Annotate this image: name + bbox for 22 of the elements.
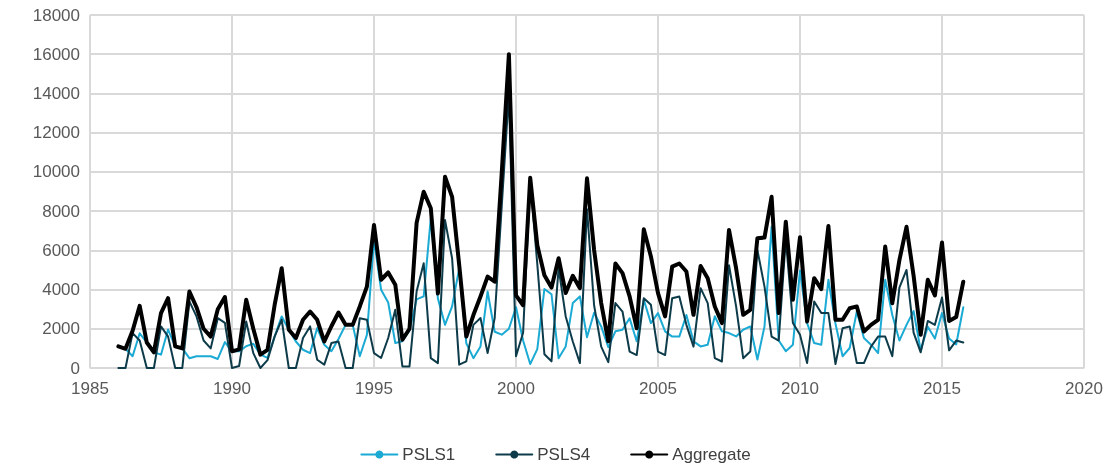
- x-tick-label: 2010: [781, 379, 819, 398]
- x-tick-label: 1985: [71, 379, 109, 398]
- legend-label: PSLS1: [402, 445, 456, 464]
- x-tick-label: 2015: [923, 379, 961, 398]
- y-tick-label: 16000: [32, 44, 80, 64]
- legend-label: Aggregate: [672, 445, 751, 464]
- y-tick-label: 6000: [42, 240, 80, 260]
- y-tick-label: 8000: [42, 201, 80, 221]
- y-tick-label: 4000: [42, 280, 80, 300]
- y-tick-label: 2000: [42, 319, 80, 339]
- x-tick-label: 1995: [355, 379, 393, 398]
- legend-label: PSLS4: [537, 445, 591, 464]
- x-tick-label: 2020: [1065, 379, 1103, 398]
- y-tick-label: 0: [70, 358, 80, 378]
- line-series: [116, 52, 966, 357]
- x-tick-label: 1990: [213, 379, 251, 398]
- y-tick-label: 12000: [32, 123, 80, 143]
- y-tick-label: 14000: [32, 83, 80, 103]
- y-tick-label: 18000: [32, 5, 80, 25]
- x-tick-label: 2000: [497, 379, 535, 398]
- x-tick-label: 2005: [639, 379, 677, 398]
- y-tick-label: 10000: [32, 162, 80, 182]
